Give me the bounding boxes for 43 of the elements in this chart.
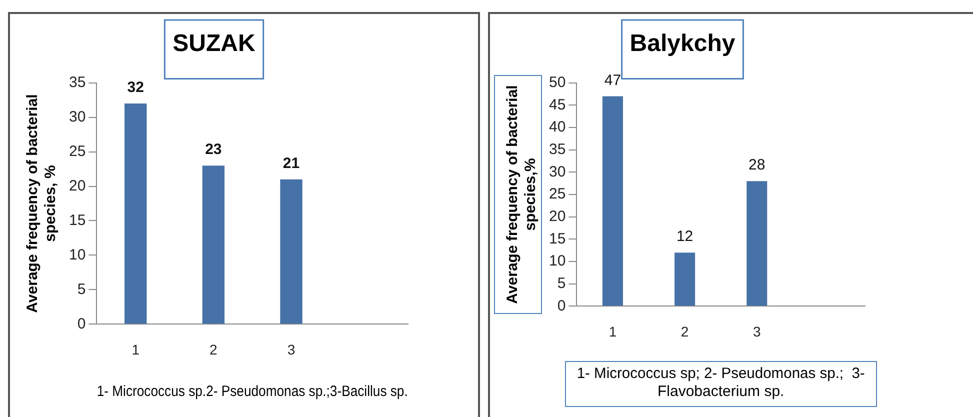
y-tick-label: 0 xyxy=(77,315,86,332)
y-axis-title: Average frequency of bacterial species,% xyxy=(504,85,540,304)
y-tick-label: 30 xyxy=(68,108,86,126)
y-tick-label: 40 xyxy=(548,118,566,136)
data-label: 12 xyxy=(676,228,694,246)
y-tick-label: 5 xyxy=(557,275,566,292)
x-tick-label: 1 xyxy=(132,341,140,358)
y-tick-label: 10 xyxy=(68,246,86,264)
data-label: 23 xyxy=(205,141,222,158)
chart-title: SUZAK xyxy=(172,30,256,58)
y-tick-label: 50 xyxy=(548,74,566,91)
y-tick-label: 0 xyxy=(557,297,566,314)
chart-title: Balykchy xyxy=(630,30,736,58)
y-tick-label: 35 xyxy=(548,140,566,158)
y-tick-label: 20 xyxy=(548,208,566,225)
y-tick-label: 30 xyxy=(548,163,566,180)
x-tick-label: 3 xyxy=(287,341,296,358)
y-tick-label: 45 xyxy=(548,96,566,114)
data-label: 47 xyxy=(604,72,622,89)
x-tick-label: 2 xyxy=(210,341,218,358)
bar xyxy=(674,252,696,306)
bar xyxy=(280,179,302,324)
y-tick-label: 35 xyxy=(68,74,86,91)
y-tick-label: 25 xyxy=(68,142,86,160)
x-tick-label: 2 xyxy=(680,323,689,340)
y-axis-title: Average frequency of bacterial species, % xyxy=(24,94,60,313)
bar xyxy=(602,96,623,306)
x-tick-label: 3 xyxy=(752,323,761,340)
bar xyxy=(202,166,225,324)
y-tick-label: 15 xyxy=(548,230,566,248)
x-axis-title: 1- Micrococcus sp; 2- Pseudomonas sp.; 3- Flavobacterium sp. xyxy=(576,366,865,400)
x-axis-title: 1- Micrococcus sp.2- Pseudomonas sp.;3-Bacillus sp. xyxy=(96,382,408,400)
x-tick-label: 1 xyxy=(608,323,617,340)
y-tick-label: 5 xyxy=(77,280,86,298)
data-label: 28 xyxy=(748,156,766,174)
bar xyxy=(124,103,147,324)
y-tick-label: 10 xyxy=(548,252,566,270)
data-label: 21 xyxy=(282,155,300,172)
y-tick-label: 15 xyxy=(68,212,86,229)
bar xyxy=(746,181,768,306)
data-label: 32 xyxy=(127,79,144,96)
y-tick-label: 20 xyxy=(68,177,86,194)
y-tick-label: 25 xyxy=(548,186,566,203)
